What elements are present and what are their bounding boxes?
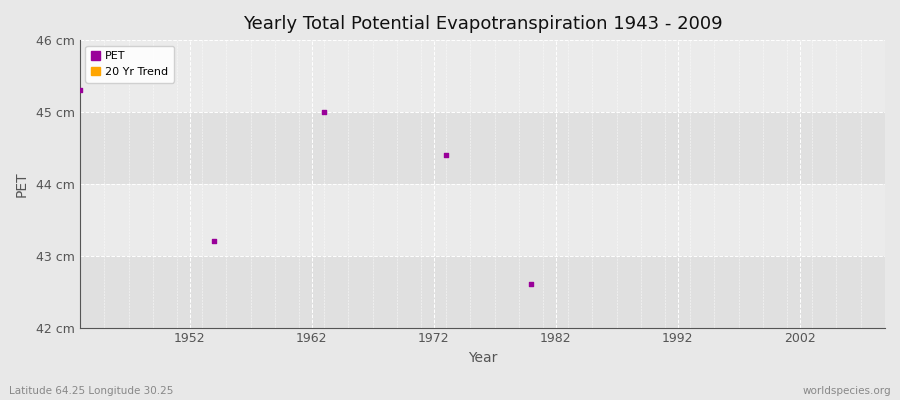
Legend: PET, 20 Yr Trend: PET, 20 Yr Trend <box>86 46 174 82</box>
Title: Yearly Total Potential Evapotranspiration 1943 - 2009: Yearly Total Potential Evapotranspiratio… <box>243 15 722 33</box>
Y-axis label: PET: PET <box>15 171 29 197</box>
Text: Latitude 64.25 Longitude 30.25: Latitude 64.25 Longitude 30.25 <box>9 386 174 396</box>
X-axis label: Year: Year <box>468 351 497 365</box>
PET <box>317 109 331 115</box>
PET <box>438 152 453 158</box>
Bar <box>80 184 885 256</box>
Bar <box>80 112 885 184</box>
Text: worldspecies.org: worldspecies.org <box>803 386 891 396</box>
Bar <box>80 256 885 328</box>
Bar <box>80 40 885 112</box>
PET <box>524 281 538 288</box>
PET <box>207 238 221 244</box>
PET <box>73 87 87 94</box>
